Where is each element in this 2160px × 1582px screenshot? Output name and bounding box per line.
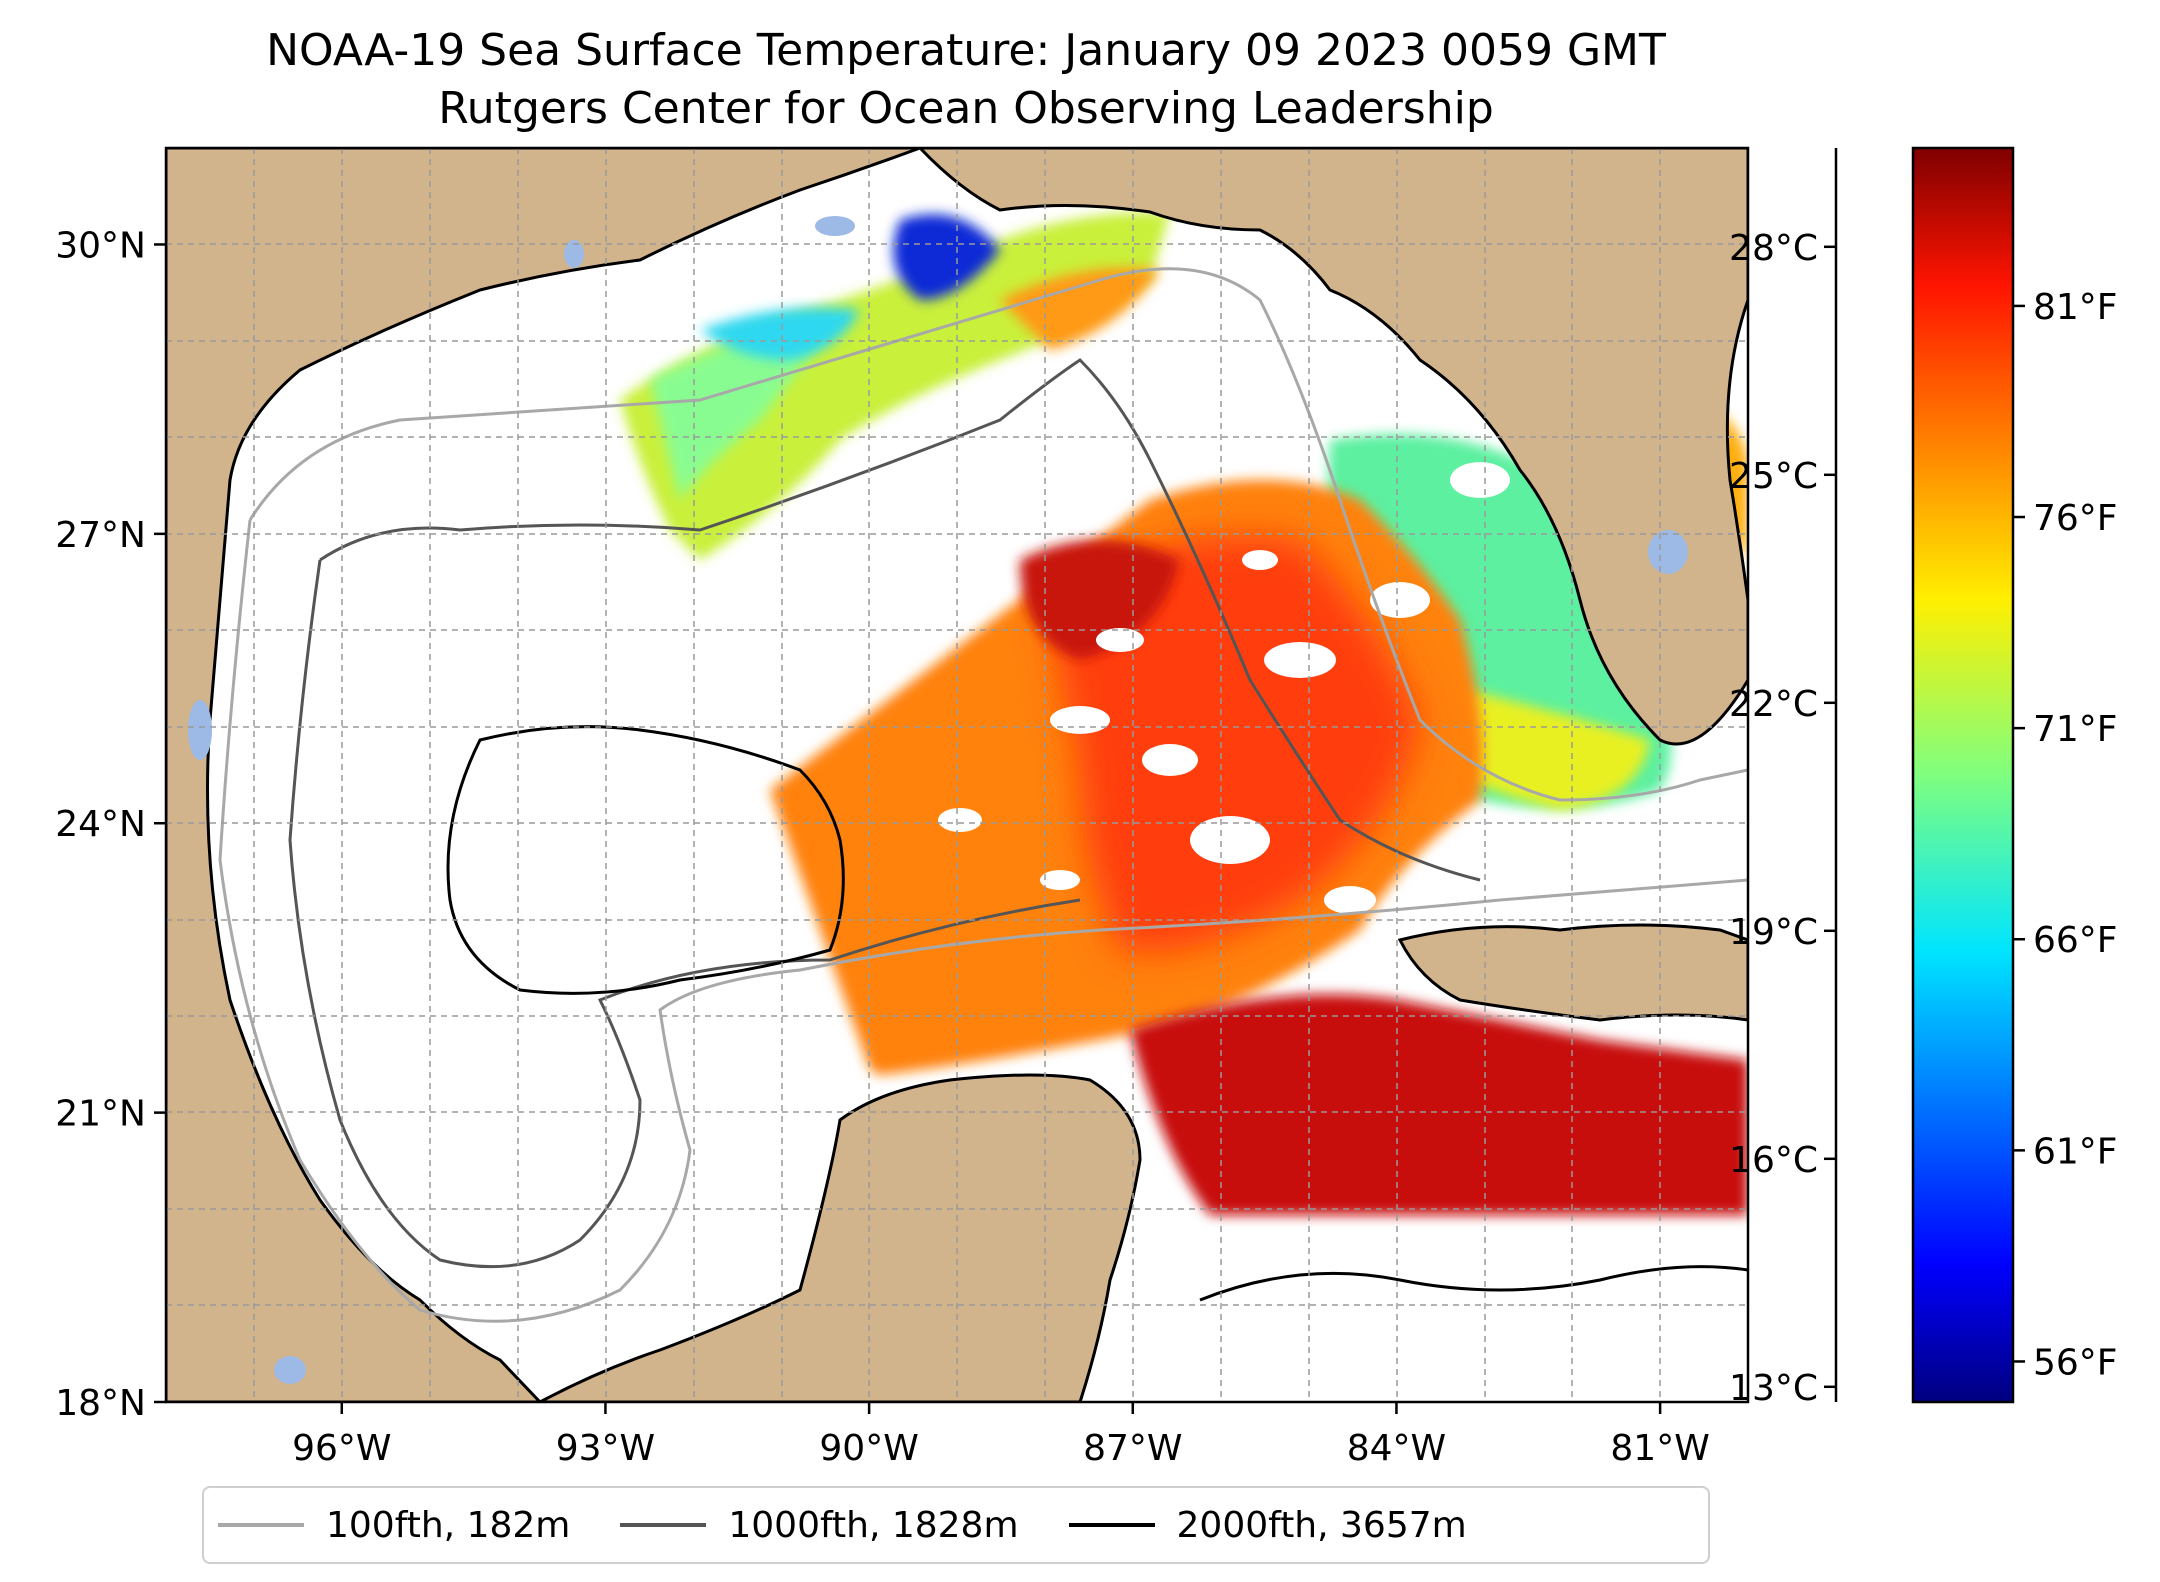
contour-2000fth-caribbean: [1199, 1265, 1748, 1302]
sst-cooler-patch: [650, 330, 830, 500]
sst-data-layer: [620, 211, 1748, 1215]
contour-1000fth: [319, 358, 1481, 882]
celsius-tick-label: 22°C: [1729, 684, 1818, 725]
legend-label-100fth: 100fth, 182m: [326, 1504, 571, 1546]
legend-label-2000fth: 2000fth, 3657m: [1176, 1504, 1467, 1546]
bathymetry-contours: [218, 267, 1748, 1323]
lon-tick-label: 93°W: [556, 1428, 655, 1469]
celsius-tick-label: 16°C: [1729, 1140, 1818, 1181]
legend-line-2000fth: [1068, 1523, 1155, 1527]
lon-tick-label: 87°W: [1083, 1428, 1182, 1469]
chart-title: NOAA-19 Sea Surface Temperature: January…: [266, 25, 1666, 76]
colorbar-fahrenheit-axis: 56°F 61°F 66°F 71°F 76°F 81°F: [2013, 287, 2118, 1383]
sst-cold-patch: [700, 307, 860, 360]
legend-line-100fth: [218, 1523, 304, 1527]
fahrenheit-tick-label: 66°F: [2033, 920, 2118, 961]
legend-label-1000fth: 1000fth, 1828m: [728, 1504, 1019, 1546]
fahrenheit-tick-label: 71°F: [2033, 709, 2118, 750]
colorbar: [1911, 146, 2015, 1404]
celsius-tick-label: 13°C: [1729, 1368, 1818, 1409]
colorbar-celsius-axis: 13°C 16°C 19°C 22°C 25°C 28°C: [1729, 148, 1838, 1409]
fahrenheit-tick-label: 76°F: [2033, 498, 2118, 539]
sst-warm-shelf-patch: [1000, 268, 1160, 350]
cloud-gaps: [938, 462, 1626, 914]
lon-tick-label: 96°W: [292, 1428, 391, 1469]
chart-subtitle: Rutgers Center for Ocean Observing Leade…: [438, 83, 1494, 134]
longitude-axis: 96°W 93°W 90°W 87°W 84°W 81°W: [292, 1402, 1710, 1469]
lat-tick-label: 27°N: [55, 515, 146, 556]
celsius-tick-label: 28°C: [1729, 228, 1818, 269]
celsius-tick-label: 25°C: [1729, 456, 1818, 497]
contour-100fth: [248, 267, 1748, 802]
lon-tick-label: 84°W: [1347, 1428, 1446, 1469]
legend-item-1000fth: 1000fth, 1828m: [620, 1504, 1019, 1546]
legend-item-2000fth: 2000fth, 3657m: [1068, 1504, 1467, 1546]
map-frame: [164, 146, 1750, 1404]
land-gulf-coast-florida: [917, 148, 1748, 746]
map-gridlines: [166, 148, 1748, 1402]
fahrenheit-tick-label: 61°F: [2033, 1131, 2118, 1172]
lon-tick-label: 81°W: [1610, 1428, 1709, 1469]
lat-tick-label: 30°N: [55, 225, 146, 266]
latitude-axis: 18°N 21°N 24°N 27°N 30°N: [55, 225, 166, 1424]
land-masses: [166, 148, 1748, 1402]
fahrenheit-tick-label: 81°F: [2033, 287, 2118, 328]
contour-100fth-west: [218, 519, 1748, 1323]
inland-water: [188, 216, 1688, 1384]
contour-2000fth: [446, 725, 845, 995]
lat-tick-label: 24°N: [55, 804, 146, 845]
legend-item-100fth: 100fth, 182m: [218, 1505, 570, 1546]
fahrenheit-tick-label: 56°F: [2033, 1342, 2118, 1383]
lon-tick-label: 90°W: [819, 1428, 918, 1469]
lat-tick-label: 18°N: [55, 1383, 146, 1424]
land-yucatan: [539, 1073, 1142, 1402]
celsius-tick-label: 19°C: [1729, 912, 1818, 953]
lat-tick-label: 21°N: [55, 1094, 146, 1135]
map-area: [166, 148, 1748, 1402]
sst-caribbean: [1130, 994, 1748, 1215]
bathymetry-legend: 100fth, 182m 1000fth, 1828m 2000fth, 365…: [202, 1486, 1710, 1564]
sst-coldest-patch: [893, 214, 1000, 300]
land-mexico-texas: [166, 148, 921, 1402]
legend-line-1000fth: [620, 1523, 707, 1527]
